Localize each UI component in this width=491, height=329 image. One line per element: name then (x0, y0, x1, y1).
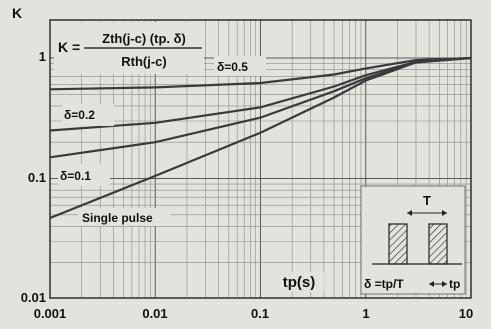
series-label-d02: δ=0.2 (62, 104, 114, 126)
series-label: δ=0.1 (60, 169, 91, 183)
plot-frame (49, 19, 472, 299)
pulse-inset: T δ =tp/T tp (360, 185, 466, 295)
curves (49, 56, 472, 220)
y-tick-label: 0.01 (21, 290, 46, 305)
series-label-single: Single pulse (78, 208, 170, 226)
pulse-2 (428, 223, 448, 265)
series-label: Single pulse (82, 211, 153, 225)
series-label: δ=0.2 (64, 108, 95, 122)
formula-lhs: K = (58, 39, 80, 55)
y-tick-label: 1 (39, 49, 46, 64)
x-tick-label: 1 (362, 306, 369, 321)
formula-denominator: Rth(j-c) (121, 54, 167, 69)
pulse-1 (388, 223, 408, 265)
pulse-width-label: tp (449, 277, 460, 291)
x-tick-label: 0.1 (251, 306, 269, 321)
series-line (49, 56, 472, 91)
x-axis-title: tp(s) (274, 272, 324, 292)
series-label-d05: δ=0.5 (214, 56, 266, 76)
x-tick-label: 0.001 (34, 306, 67, 321)
formula-box: K = Zth(j-c) (tp. δ) Rth(j-c) (54, 22, 204, 74)
y-tick-label: 0.1 (28, 170, 46, 185)
formula-numerator: Zth(j-c) (tp. δ) (102, 31, 186, 46)
series-label: δ=0.5 (217, 60, 248, 74)
x-tick-label: 0.01 (142, 306, 167, 321)
duty-label: δ =tp/T (364, 277, 404, 291)
series-label-d01: δ=0.1 (58, 164, 110, 186)
period-label: T (423, 193, 431, 208)
tp-arrowheads (429, 281, 447, 287)
x-axis-label: tp(s) (283, 274, 316, 291)
x-tick-label: 10 (459, 306, 473, 321)
y-axis-label: K (12, 5, 22, 21)
inset-panel (360, 185, 466, 295)
series-line (49, 56, 472, 220)
period-arrowheads (407, 210, 447, 216)
